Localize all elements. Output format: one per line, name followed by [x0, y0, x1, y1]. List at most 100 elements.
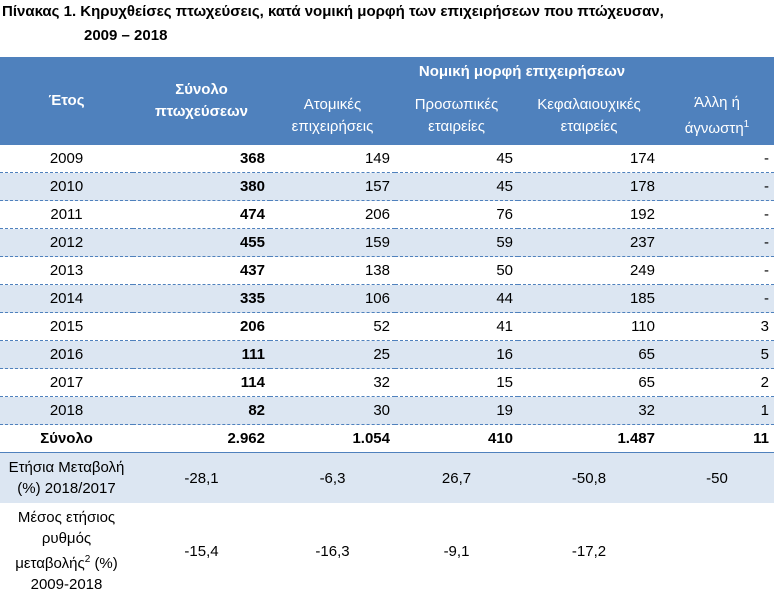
- label-text: Μέσος ετήσιος ρυθμός μεταβολής: [15, 509, 116, 572]
- header-cell: Κεφαλαιουχικές εταιρείες: [518, 87, 660, 145]
- header-cell: Έτος: [0, 57, 133, 145]
- header-text: Προσωπικές εταιρείες: [414, 96, 499, 135]
- cell: 1.487: [518, 424, 660, 453]
- cell: 380: [133, 172, 270, 201]
- data-row: 2015 206 52 41 110 3: [0, 312, 774, 341]
- cell: 2013: [0, 256, 133, 285]
- cell: -: [660, 200, 774, 229]
- cell: 2018: [0, 396, 133, 425]
- cell: -: [660, 145, 774, 173]
- cell: 206: [270, 200, 395, 229]
- cell: 410: [395, 424, 518, 453]
- cell: 45: [395, 145, 518, 173]
- data-row: 2014 335 106 44 185-: [0, 284, 774, 313]
- cell: 11: [660, 424, 774, 453]
- cell: 25: [270, 340, 395, 369]
- row-label: Ετήσια Μεταβολή (%) 2018/2017: [0, 452, 133, 503]
- cell: 1.054: [270, 424, 395, 453]
- cell: -9,1: [443, 542, 470, 560]
- header-text: Άλλη ή άγνωστη: [684, 94, 744, 137]
- header-row: Έτος Σύνολο πτωχεύσεων Νομική μορφή επιχει…: [0, 57, 774, 145]
- cell: Σύνολο: [0, 424, 133, 453]
- cell: 16: [395, 340, 518, 369]
- header-text: Ατομικές επιχειρήσεις: [291, 96, 374, 135]
- cell: 26,7: [395, 452, 518, 503]
- cell: 1: [660, 396, 774, 425]
- cell: 2010: [0, 172, 133, 201]
- title-line: Πίνακας 1. Κηρυχθείσες πτωχεύσεις, κατά …: [2, 3, 664, 20]
- cell: 185: [518, 284, 660, 313]
- cell: 335: [133, 284, 270, 313]
- cell: 2009: [0, 145, 133, 173]
- cell: 237: [518, 228, 660, 257]
- cell: -6,3: [270, 452, 395, 503]
- title: Πίνακας 1. Κηρυχθείσες πτωχεύσεις, κατά …: [0, 0, 774, 57]
- cell: -17,2: [571, 542, 607, 560]
- cell: 2017: [0, 368, 133, 397]
- cell: 474: [133, 200, 270, 229]
- cell: 159: [270, 228, 395, 257]
- cell: 45: [395, 172, 518, 201]
- table: Έτος Σύνολο πτωχεύσεων Νομική μορφή επιχει…: [0, 57, 774, 599]
- header-text: Κεφαλαιουχικές εταιρείες: [537, 96, 641, 135]
- cell: 65: [518, 340, 660, 369]
- cell: 59: [395, 228, 518, 257]
- data-row: 2013 437 138 50 249-: [0, 256, 774, 285]
- cell: 19: [395, 396, 518, 425]
- empty-cell: [660, 503, 774, 599]
- header-group: Νομική μορφή επιχειρήσεων: [270, 57, 774, 87]
- row-label: Μέσος ετήσιος ρυθμός μεταβολής2 (%) 2009…: [0, 503, 133, 599]
- data-row: 2017 114 32 15 65 2: [0, 368, 774, 397]
- cell: 106: [270, 284, 395, 313]
- header-cell: Άλλη ή άγνωστη1: [660, 87, 774, 145]
- cell: 368: [133, 145, 270, 173]
- cell: 50: [395, 256, 518, 285]
- cell: -: [660, 228, 774, 257]
- cell: 192: [518, 200, 660, 229]
- header-cell: Σύνολο πτωχεύσεων: [133, 57, 270, 145]
- cell: -15,4: [184, 542, 219, 560]
- cell: 111: [133, 340, 270, 369]
- change-row: Μέσος ετήσιος ρυθμός μεταβολής2 (%) 2009…: [0, 503, 774, 599]
- data-row: 2010 380 157 45 178-: [0, 172, 774, 201]
- cell: -: [660, 256, 774, 285]
- cell: 2014: [0, 284, 133, 313]
- header-row: Ατομικές επιχειρήσεις Προσωπικές εταιρείε…: [0, 87, 774, 145]
- cell: 65: [518, 368, 660, 397]
- cell: 3: [660, 312, 774, 341]
- data-row: 2009 368 149 45 174-: [0, 145, 774, 173]
- cell: 138: [270, 256, 395, 285]
- cell: 32: [518, 396, 660, 425]
- header-cell: Ατομικές επιχειρήσεις: [270, 87, 395, 145]
- cell: -: [660, 172, 774, 201]
- cell: 249: [518, 256, 660, 285]
- data-row: 2016 111 25 16 65 5: [0, 340, 774, 369]
- cell: 2012: [0, 228, 133, 257]
- cell: 30: [270, 396, 395, 425]
- change-row: Ετήσια Μεταβολή (%) 2018/2017 -28,1 -6,3 26…: [0, 452, 774, 503]
- cell: 206: [133, 312, 270, 341]
- cell: 114: [133, 368, 270, 397]
- label-text: (%) 2009-2018: [30, 555, 118, 593]
- cell: 44: [395, 284, 518, 313]
- data-row: 2012 455 159 59 237-: [0, 228, 774, 257]
- cell: 76: [395, 200, 518, 229]
- cell: 32: [270, 368, 395, 397]
- cell: 5: [660, 340, 774, 369]
- cell: 174: [518, 145, 660, 173]
- cell: -: [660, 284, 774, 313]
- table-header: Έτος Σύνολο πτωχεύσεων Νομική μορφή επιχει…: [0, 57, 774, 145]
- cell: 2: [660, 368, 774, 397]
- cell: -50: [660, 452, 774, 503]
- cell: 157: [270, 172, 395, 201]
- data-row: 2018 82 30 19 32 1: [0, 396, 774, 425]
- table-body: 2009 368 149 45 174-2010 380 157 45 178-2011 474 2…: [0, 145, 774, 599]
- cell: 178: [518, 172, 660, 201]
- cell: 2.962: [133, 424, 270, 453]
- title-line: 2009 – 2018: [84, 27, 168, 44]
- label-text: Ετήσια Μεταβολή (%) 2018/2017: [8, 459, 125, 497]
- cell: 149: [270, 145, 395, 173]
- cell: -28,1: [133, 452, 270, 503]
- total-row: Σύνολο 2.962 1.054 410 1.487 11: [0, 424, 774, 453]
